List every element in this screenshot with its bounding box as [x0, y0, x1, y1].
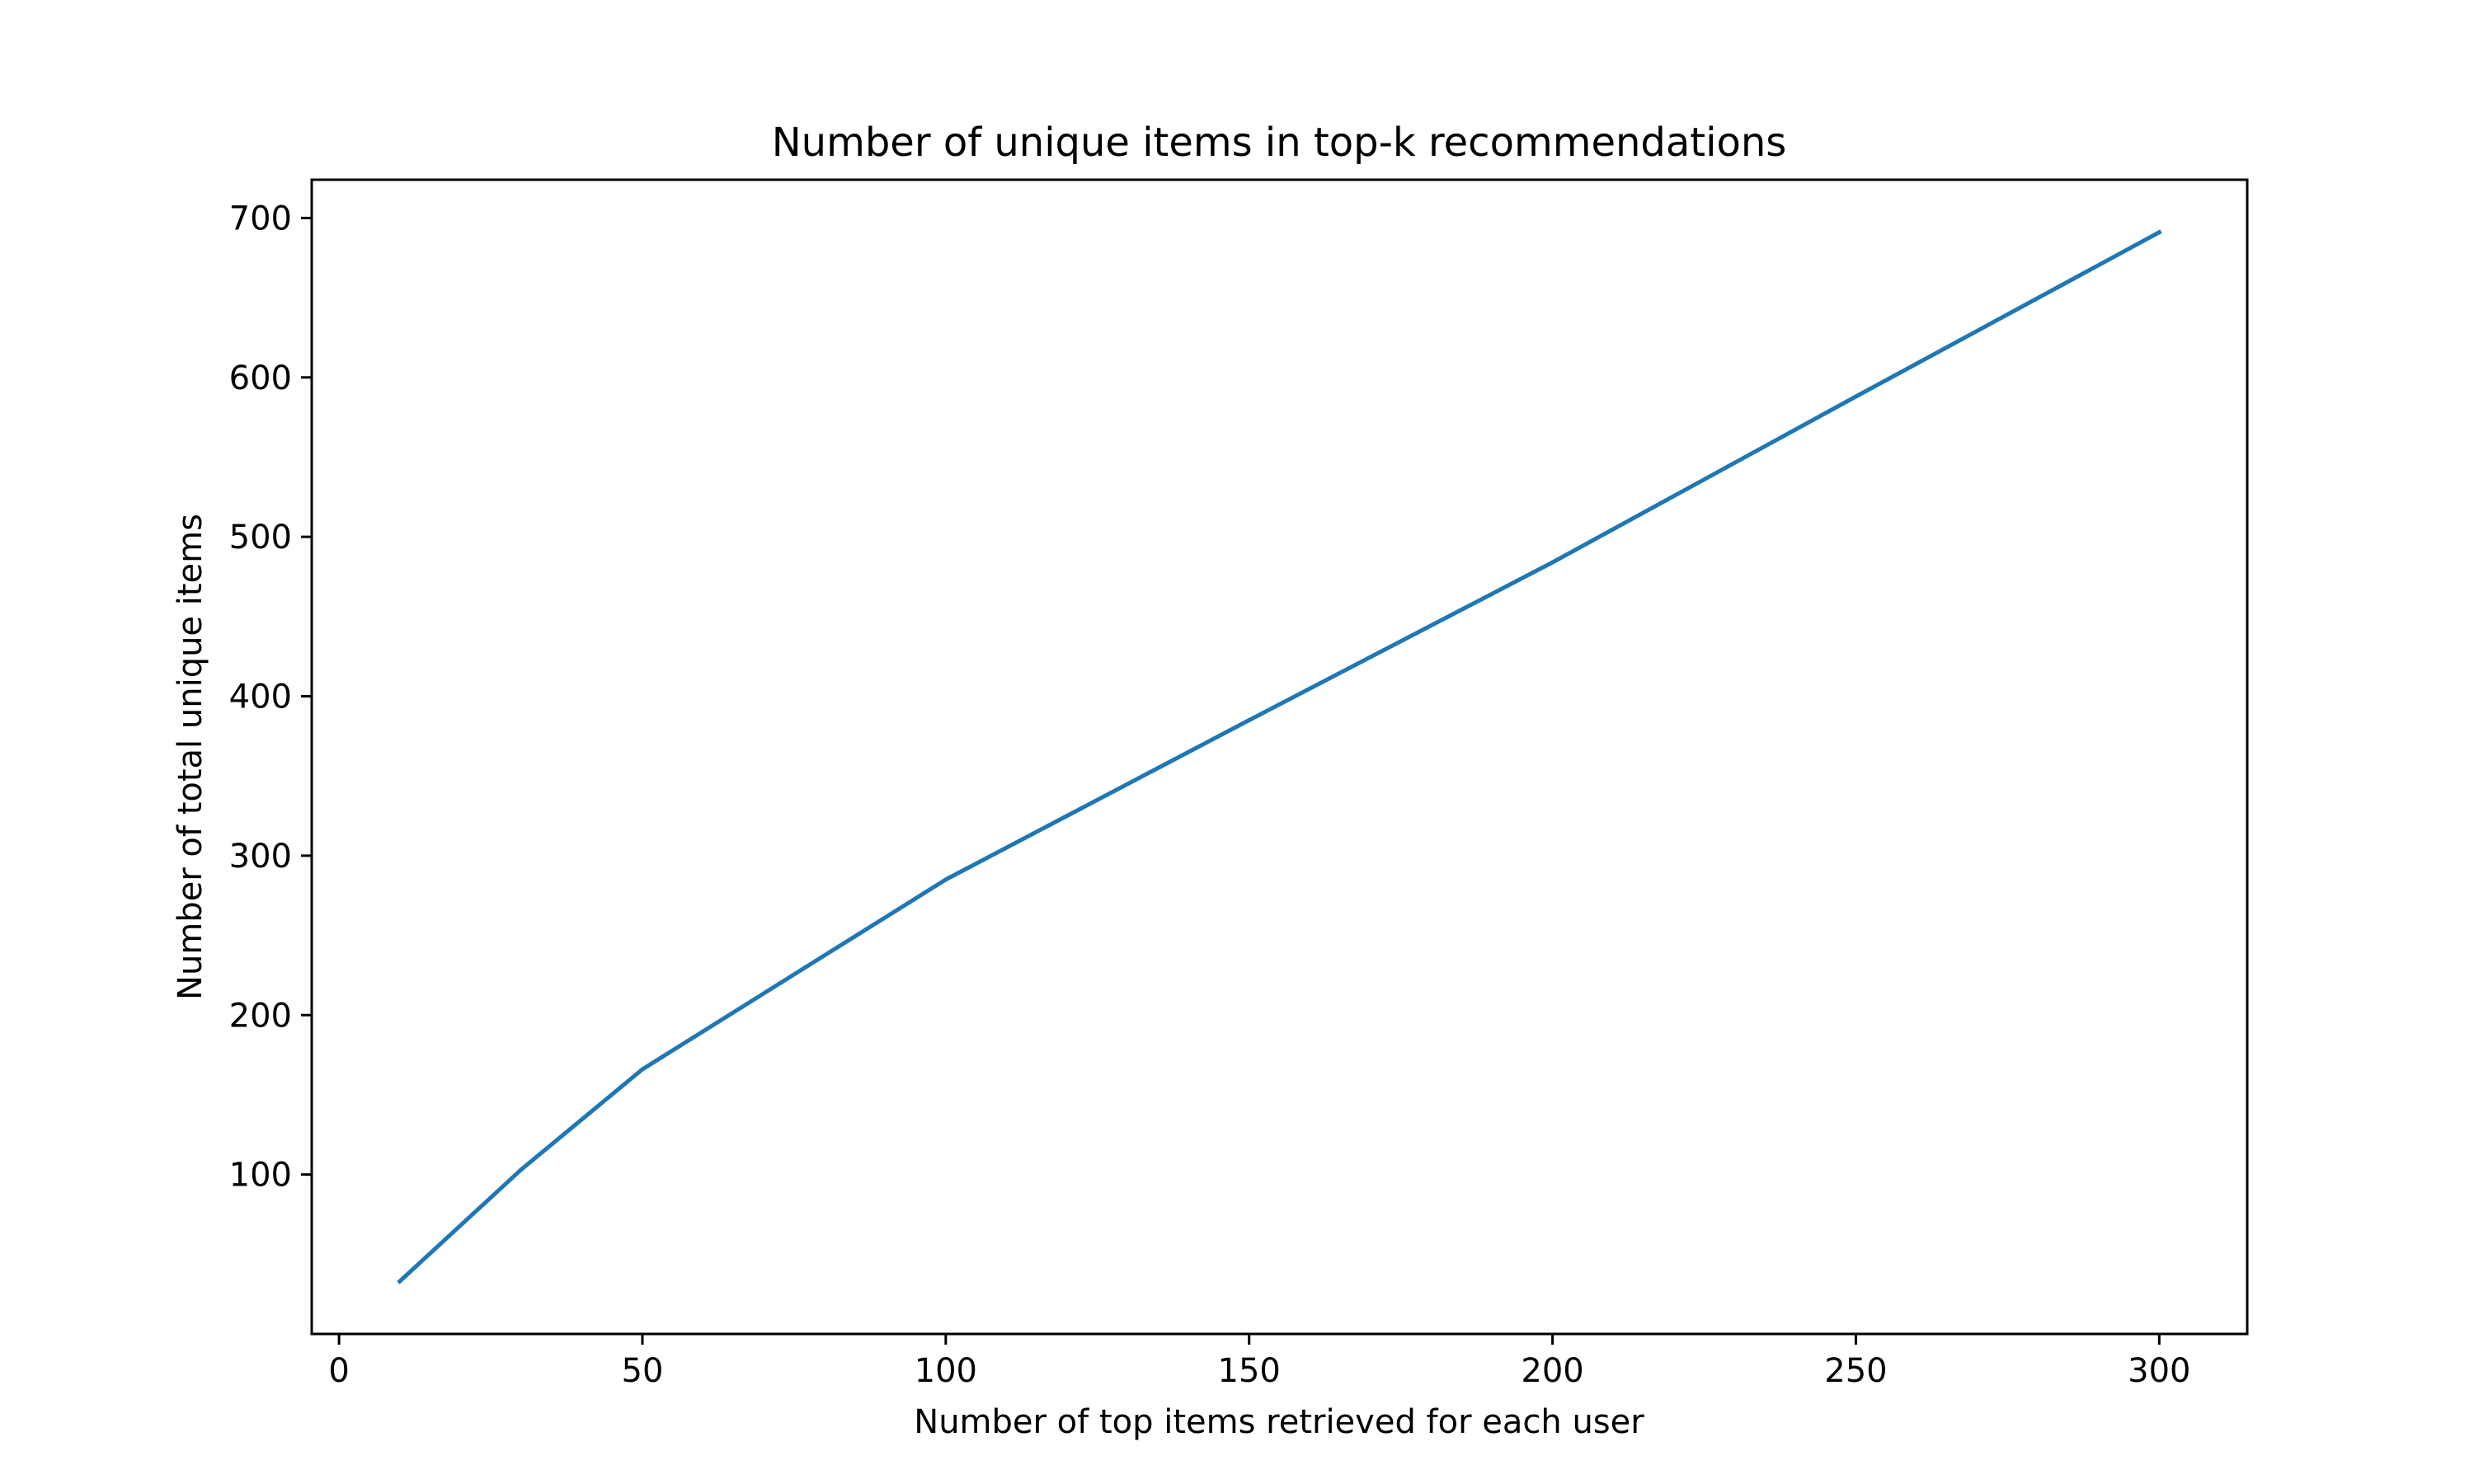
- plot-frame: [310, 178, 2249, 1336]
- y-tick-label: 200: [229, 997, 292, 1035]
- data-point: [1550, 560, 1555, 565]
- y-axis-label: Number of total unique items: [172, 514, 209, 1000]
- y-tick-label: 400: [229, 679, 292, 716]
- x-tick-label: 150: [1218, 1352, 1281, 1390]
- y-tick-label: 700: [229, 200, 292, 237]
- x-axis-label: Number of top items retrieved for each u…: [914, 1403, 1644, 1441]
- data-point: [519, 1167, 524, 1172]
- data-point: [2157, 230, 2161, 235]
- x-tick-label: 250: [1824, 1352, 1887, 1390]
- y-tick-label: 100: [229, 1157, 292, 1195]
- data-point: [1853, 394, 1858, 399]
- data-point: [397, 1279, 402, 1284]
- y-tick-label: 500: [229, 519, 292, 556]
- x-tick-label: 300: [2128, 1352, 2190, 1390]
- data-point: [640, 1067, 645, 1072]
- y-tick-label: 300: [229, 838, 292, 876]
- x-tick-label: 100: [915, 1352, 977, 1390]
- x-tick-label: 0: [328, 1352, 349, 1390]
- data-point: [1247, 718, 1252, 722]
- x-tick-label: 50: [622, 1352, 664, 1390]
- chart-title: Number of unique items in top-k recommen…: [772, 120, 1787, 166]
- plot-area: [312, 180, 2247, 1334]
- y-tick-label: 600: [229, 359, 292, 397]
- series-line-0: [397, 229, 2162, 1284]
- data-point: [943, 877, 948, 882]
- x-tick-label: 200: [1521, 1352, 1583, 1390]
